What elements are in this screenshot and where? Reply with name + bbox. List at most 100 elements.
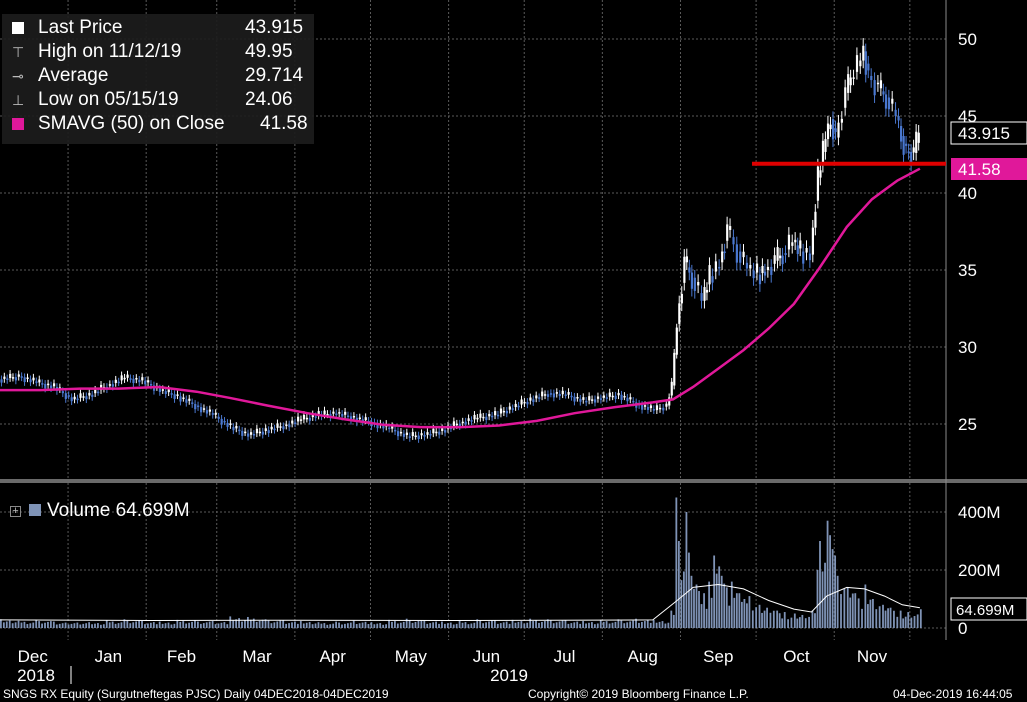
volume-bar <box>467 624 470 628</box>
price-candle <box>620 394 623 400</box>
volume-bar <box>567 623 570 628</box>
volume-bar <box>52 621 55 628</box>
volume-bar <box>332 623 335 628</box>
price-candle <box>834 128 837 133</box>
volume-bar <box>191 621 193 628</box>
price-candle <box>784 253 787 256</box>
price-candle <box>811 227 815 255</box>
volume-bar <box>889 607 892 628</box>
volume-bar <box>896 616 899 628</box>
volume-bar <box>385 624 387 628</box>
volume-bar <box>496 623 499 628</box>
price-candle <box>347 415 350 418</box>
volume-bar <box>664 623 667 628</box>
price-candle <box>211 413 214 415</box>
volume-bar <box>173 623 176 628</box>
volume-bar <box>391 621 393 628</box>
price-candle <box>905 143 908 146</box>
price-candle <box>900 126 903 142</box>
volume-bar <box>766 607 768 628</box>
volume-bar <box>899 610 902 628</box>
volume-bar <box>32 622 35 628</box>
price-candle <box>662 407 665 411</box>
volume-bar <box>79 624 82 628</box>
price-candle <box>505 410 508 414</box>
volume-bar <box>8 620 11 628</box>
volume-bar <box>778 613 781 628</box>
price-candle <box>414 435 417 438</box>
volume-bar <box>261 619 264 628</box>
price-candle <box>285 424 288 427</box>
volume-bar <box>585 623 587 628</box>
volume-bar <box>761 612 763 628</box>
price-candle <box>629 397 632 400</box>
price-candle <box>482 416 485 419</box>
price-candle <box>217 416 220 419</box>
volume-bar <box>194 620 196 628</box>
volume-bar <box>102 624 105 628</box>
volume-bar <box>887 608 889 628</box>
price-candle <box>232 427 235 431</box>
price-candle <box>862 45 865 61</box>
volume-bar <box>643 621 646 628</box>
volume-bar <box>152 622 155 628</box>
price-candle <box>726 224 729 241</box>
volume-bar <box>14 622 17 628</box>
volume-bar <box>725 587 728 628</box>
volume-bar <box>713 555 716 628</box>
volume-bar <box>435 621 437 628</box>
volume-bar <box>147 623 149 628</box>
volume-bar <box>723 583 726 628</box>
price-candle <box>685 256 688 263</box>
volume-bar <box>718 566 721 628</box>
price-candle <box>855 55 859 72</box>
price-candle <box>887 97 891 110</box>
volume-bar <box>23 621 26 628</box>
price-candle <box>299 419 303 421</box>
price-candle <box>496 414 500 417</box>
price-candle <box>67 395 70 397</box>
sma-tag-label: 41.58 <box>958 160 1001 179</box>
price-candle <box>779 255 782 259</box>
volume-bar <box>836 575 839 628</box>
price-candle <box>573 396 576 402</box>
price-candle <box>876 82 880 85</box>
volume-bar <box>790 617 793 628</box>
price-candle <box>552 393 556 398</box>
volume-bar <box>241 621 243 628</box>
price-candle <box>902 136 905 155</box>
price-candle <box>61 391 64 394</box>
x-tick-label: May <box>395 647 428 666</box>
price-candle <box>264 428 267 431</box>
volume-bar <box>508 623 511 628</box>
volume-bar <box>88 622 91 628</box>
volume-bar <box>238 618 240 628</box>
volume-bar <box>720 575 723 628</box>
volume-bar <box>358 623 361 628</box>
price-candle <box>114 379 117 383</box>
volume-bar <box>423 620 426 628</box>
price-candle <box>117 381 120 384</box>
volume-bar <box>123 619 126 628</box>
volume-bar <box>449 622 452 628</box>
volume-bar <box>55 624 58 628</box>
volume-bar <box>829 535 831 628</box>
volume-bar <box>249 619 252 628</box>
price-candle <box>405 432 409 436</box>
price-candle <box>594 399 597 403</box>
price-candle <box>655 405 659 411</box>
price-candle <box>912 147 915 153</box>
legend-value: 49.95 <box>245 41 293 62</box>
legend-row-high: ⊤ High on 11/12/19 49.95 <box>2 40 314 64</box>
volume-bar <box>220 622 223 628</box>
expand-icon[interactable]: + <box>10 506 21 517</box>
price-candle <box>85 396 88 400</box>
volume-bar <box>523 623 526 628</box>
volume-bar <box>626 622 629 628</box>
price-candle <box>588 396 591 401</box>
volume-bar <box>772 610 775 628</box>
volume-bar <box>329 624 332 628</box>
volume-bar <box>582 621 584 628</box>
price-candle <box>840 118 843 123</box>
legend-row-average: ⊸ Average 29.714 <box>2 64 314 88</box>
